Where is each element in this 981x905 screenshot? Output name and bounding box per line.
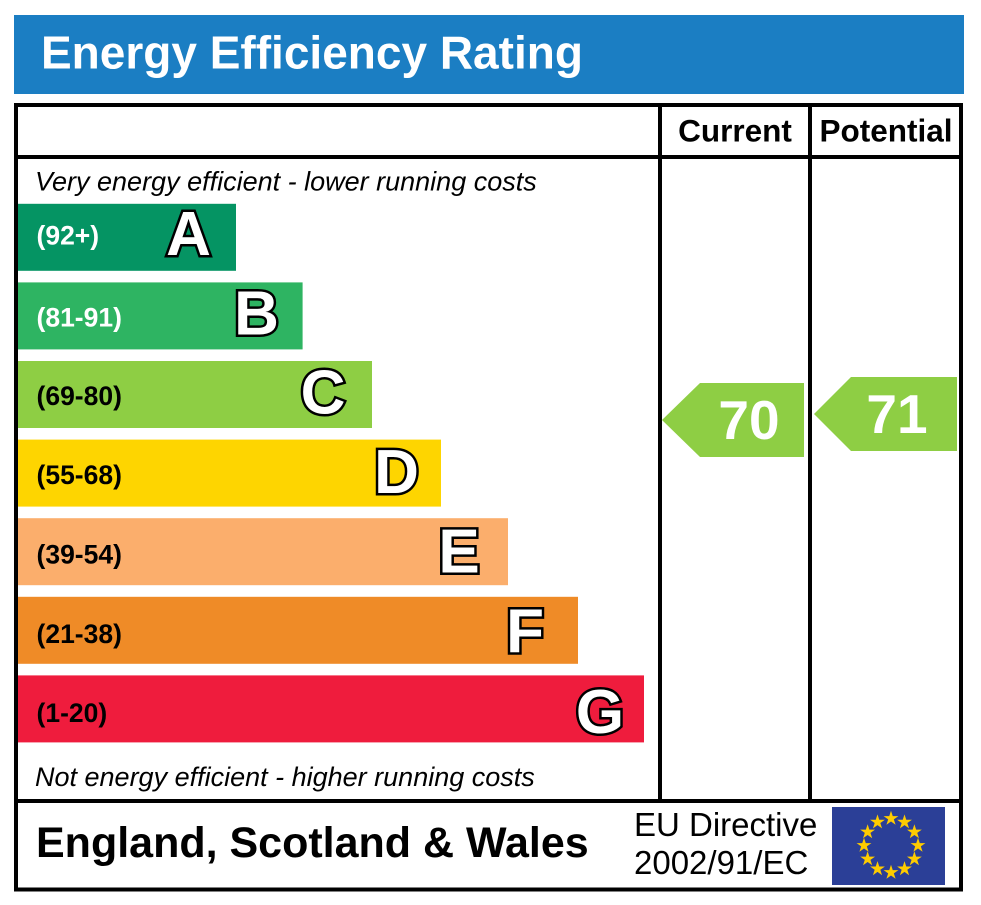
svg-text:(21-38): (21-38) — [37, 619, 122, 649]
svg-text:(69-80): (69-80) — [37, 381, 122, 411]
svg-text:(92+): (92+) — [37, 221, 100, 251]
svg-text:C: C — [301, 359, 346, 428]
svg-text:Current: Current — [678, 113, 792, 149]
svg-text:Very energy efficient - lower: Very energy efficient - lower running co… — [35, 167, 537, 197]
svg-text:(81-91): (81-91) — [37, 303, 122, 333]
svg-text:England, Scotland & Wales: England, Scotland & Wales — [36, 819, 589, 867]
svg-text:Potential: Potential — [819, 113, 952, 149]
svg-text:(1-20): (1-20) — [37, 698, 108, 728]
svg-text:G: G — [576, 678, 624, 747]
svg-text:A: A — [166, 200, 211, 269]
svg-text:F: F — [506, 597, 544, 666]
svg-text:(55-68): (55-68) — [37, 460, 122, 490]
svg-text:71: 71 — [866, 383, 927, 445]
svg-text:70: 70 — [718, 389, 779, 451]
svg-text:2002/91/EC: 2002/91/EC — [634, 844, 808, 881]
svg-text:Energy Efficiency Rating: Energy Efficiency Rating — [41, 27, 583, 79]
svg-text:EU Directive: EU Directive — [634, 806, 817, 843]
svg-text:(39-54): (39-54) — [37, 540, 122, 570]
svg-text:E: E — [438, 517, 479, 586]
svg-text:B: B — [234, 280, 279, 349]
svg-text:Not energy efficient - higher: Not energy efficient - higher running co… — [35, 762, 535, 792]
svg-text:D: D — [374, 438, 419, 507]
